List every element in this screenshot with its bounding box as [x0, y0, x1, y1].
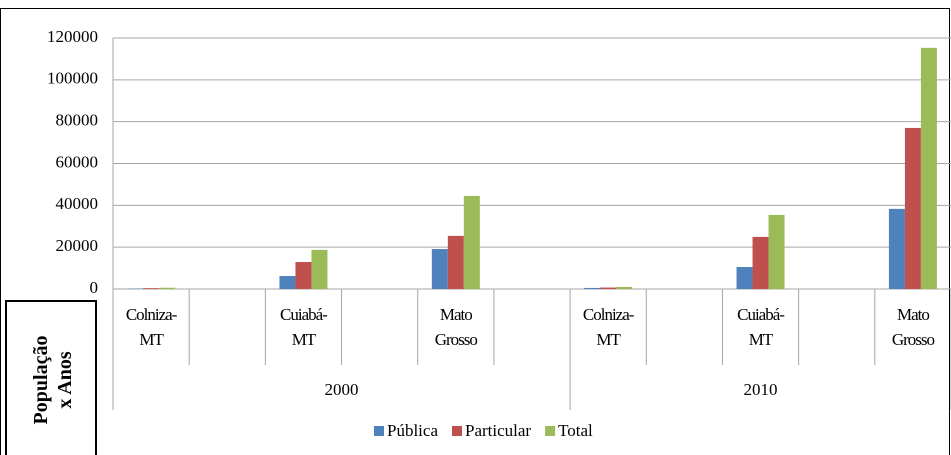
bar	[159, 287, 176, 289]
legend-label: Particular	[465, 421, 531, 440]
y-tick-label: 100000	[47, 69, 98, 88]
y-tick-label: 0	[90, 278, 99, 297]
group-label: 2000	[325, 380, 359, 399]
bar	[311, 249, 328, 289]
y-axis-label-box: População x Anos	[5, 300, 97, 455]
bar	[920, 47, 937, 289]
legend-swatch	[452, 426, 462, 436]
legend-swatch	[374, 426, 384, 436]
y-tick-label: 80000	[56, 111, 99, 130]
bar	[431, 249, 448, 289]
x-tick-label: Mato Grosso	[891, 305, 935, 349]
bar	[447, 235, 464, 289]
bar	[143, 288, 160, 289]
bar	[600, 287, 617, 289]
bar	[616, 286, 633, 289]
legend-swatch	[545, 426, 556, 436]
y-tick-label: 120000	[47, 27, 98, 46]
y-tick-label: 60000	[56, 152, 99, 171]
x-tick-label: Cuiabá- MT	[280, 305, 328, 349]
bar	[768, 214, 785, 289]
bar	[295, 262, 312, 289]
y-axis-label: População x Anos	[30, 335, 76, 425]
y-tick-label: 40000	[56, 194, 99, 213]
bar	[584, 287, 601, 289]
chart-border	[0, 8, 950, 455]
bar	[904, 127, 921, 289]
x-tick-label: Cuiabá- MT	[737, 305, 785, 349]
legend-label: Pública	[387, 421, 438, 440]
x-tick-label: Colniza- MT	[582, 305, 635, 349]
group-label: 2010	[744, 380, 778, 399]
y-tick-label: 20000	[56, 236, 99, 255]
bar	[463, 195, 480, 289]
bar	[888, 208, 905, 289]
bar	[279, 276, 296, 289]
legend-label: Total	[558, 421, 593, 440]
x-tick-label: Mato Grosso	[434, 305, 478, 349]
x-tick-label: Colniza- MT	[125, 305, 178, 349]
bar	[752, 236, 769, 289]
bar	[736, 267, 753, 289]
